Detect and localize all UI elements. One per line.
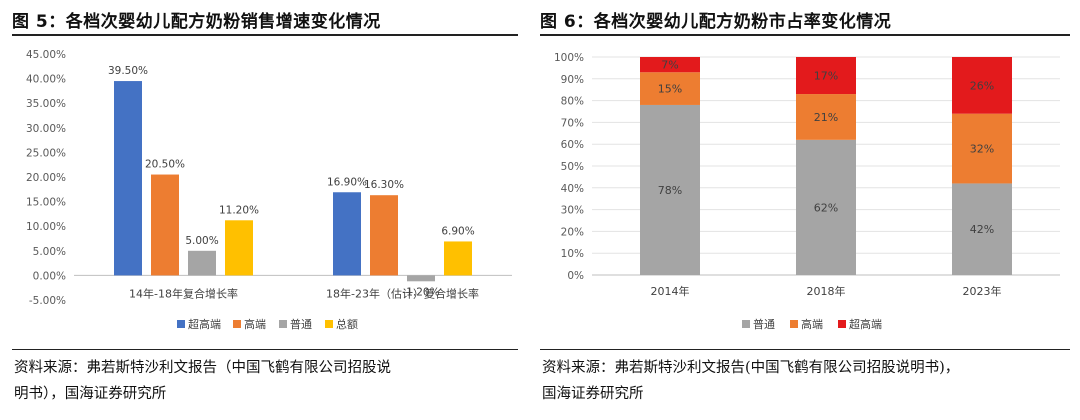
category-label: 2023年 <box>963 284 1002 298</box>
y-tick-label: -5.00% <box>29 295 66 307</box>
y-tick-label: 30% <box>561 205 584 217</box>
data-label: 5.00% <box>185 235 218 247</box>
figure6-source: 资料来源：弗若斯特沙利文报告(中国飞鹤有限公司招股说明书)， 国海证券研究所 <box>542 355 1072 407</box>
legend-label: 高端 <box>244 317 266 331</box>
stack-segment-高端 <box>640 72 700 105</box>
data-label: 16.90% <box>327 176 367 188</box>
data-label: 21% <box>814 111 838 124</box>
data-label: 26% <box>970 79 994 92</box>
legend-label: 普通 <box>290 317 312 331</box>
legend-swatch <box>790 320 798 328</box>
data-label: 16.30% <box>364 179 404 191</box>
legend-swatch <box>233 320 241 328</box>
legend-label: 超高端 <box>188 317 221 331</box>
y-tick-label: 20.00% <box>26 172 66 184</box>
bar-总额 <box>444 241 472 276</box>
y-tick-label: 90% <box>561 74 584 86</box>
bar-普通 <box>188 250 216 276</box>
stack-segment-超高端 <box>952 57 1012 114</box>
stack-segment-普通 <box>952 183 1012 275</box>
y-tick-label: 80% <box>561 96 584 108</box>
y-tick-label: 0.00% <box>33 270 66 282</box>
y-tick-label: 5.00% <box>33 246 66 258</box>
market-share-stacked-chart: 0% 10% 20% 30% 40% 50% 60% 70% 80% 90% 100% 78% 15%… <box>554 52 1060 331</box>
data-label: 42% <box>970 223 994 236</box>
sales-growth-bar-chart: -5.00% 0.00% 5.00% 10.00% 15.00% 20.00% 25.00%… <box>26 49 512 331</box>
bar-超高端 <box>333 192 361 276</box>
legend-swatch <box>177 320 185 328</box>
legend-swatch <box>325 320 333 328</box>
figure5-source-line1: 资料来源：弗若斯特沙利文报告（中国飞鹤有限公司招股说 <box>14 360 391 376</box>
y-tick-label: 25.00% <box>26 147 66 159</box>
figure5-title-rule <box>12 34 518 36</box>
y-tick-label: 10.00% <box>26 221 66 233</box>
figure6-title: 图 6：各档次婴幼儿配方奶粉市占率变化情况 <box>540 12 892 32</box>
y-tick-label: 35.00% <box>26 98 66 110</box>
data-label: 7% <box>661 59 678 72</box>
data-label: 11.20% <box>219 204 259 216</box>
figure5-source-line2: 明书），国海证券研究所 <box>14 386 167 402</box>
stack-segment-高端 <box>796 94 856 140</box>
legend-label: 普通 <box>753 317 775 331</box>
y-tick-label: 60% <box>561 139 584 151</box>
figure5-title: 图 5：各档次婴幼儿配方奶粉销售增速变化情况 <box>12 12 381 32</box>
stack-segment-高端 <box>952 113 1012 184</box>
bar-高端 <box>151 174 179 276</box>
category-label: 14年-18年复合增长率 <box>129 286 238 300</box>
y-tick-label: 45.00% <box>26 49 66 61</box>
data-label: 32% <box>970 143 994 156</box>
stack-segment-普通 <box>640 104 700 276</box>
stack-segment-超高端 <box>640 57 700 73</box>
bar-超高端 <box>114 81 142 276</box>
bar-高端 <box>370 195 398 276</box>
y-tick-label: 30.00% <box>26 123 66 135</box>
data-label: 39.50% <box>108 65 148 77</box>
y-tick-label: 70% <box>561 117 584 129</box>
figure5-source: 资料来源：弗若斯特沙利文报告（中国飞鹤有限公司招股说 明书），国海证券研究所 <box>14 355 520 407</box>
figure6-source-line1: 资料来源：弗若斯特沙利文报告(中国飞鹤有限公司招股说明书)， <box>542 360 960 376</box>
data-label: 78% <box>658 184 682 197</box>
stack-segment-超高端 <box>796 57 856 95</box>
stack-segment-普通 <box>796 139 856 275</box>
data-label: -1.20% <box>402 286 439 298</box>
legend-label: 总额 <box>336 317 358 331</box>
y-tick-label: 100% <box>554 52 584 64</box>
data-label: 17% <box>814 70 838 83</box>
category-label: 18年-23年（估计）复合增长率 <box>326 286 479 300</box>
figure6-source-rule <box>540 349 1070 350</box>
figure6-title-rule <box>540 34 1070 36</box>
data-label: 20.50% <box>145 159 185 171</box>
y-tick-label: 0% <box>567 270 584 282</box>
legend-swatch <box>742 320 750 328</box>
y-tick-label: 10% <box>561 248 584 260</box>
legend-swatch <box>838 320 846 328</box>
bar-普通 <box>407 275 435 282</box>
data-label: 6.90% <box>441 225 474 237</box>
category-label: 2014年 <box>651 284 690 298</box>
figure6-source-line2: 国海证券研究所 <box>542 386 644 402</box>
y-tick-label: 50% <box>561 161 584 173</box>
y-tick-label: 20% <box>561 226 584 238</box>
y-tick-label: 40.00% <box>26 74 66 86</box>
figure5-source-rule <box>12 349 518 350</box>
legend-label: 超高端 <box>849 317 882 331</box>
legend-swatch <box>279 320 287 328</box>
y-tick-label: 15.00% <box>26 197 66 209</box>
data-label: 15% <box>658 83 682 96</box>
bar-总额 <box>225 220 253 276</box>
category-label: 2018年 <box>807 284 846 298</box>
y-tick-label: 40% <box>561 183 584 195</box>
data-label: 62% <box>814 201 838 214</box>
legend-label: 高端 <box>801 317 823 331</box>
